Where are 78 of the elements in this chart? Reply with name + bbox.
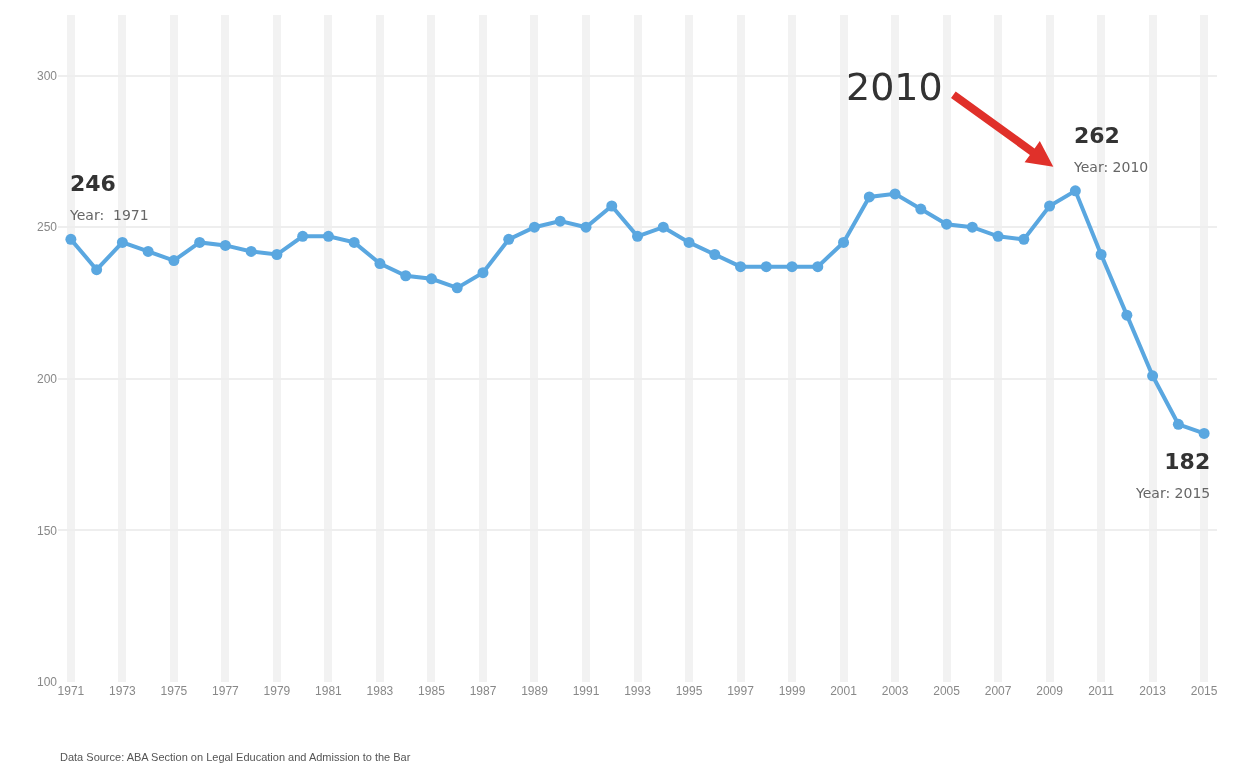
point — [966, 221, 978, 233]
point — [941, 218, 953, 230]
point — [1044, 200, 1056, 212]
x-tick-label: 1991 — [572, 684, 600, 698]
point — [91, 264, 103, 276]
point — [425, 273, 437, 285]
point — [322, 230, 334, 242]
y-tick-label: 100 — [36, 675, 58, 690]
point — [992, 230, 1004, 242]
x-tick-label: 2009 — [1036, 684, 1064, 698]
x-tick-label: 1987 — [469, 684, 497, 698]
point — [503, 233, 515, 245]
point — [477, 267, 489, 279]
x-tick-label: 2015 — [1190, 684, 1218, 698]
x-tick-label: 1993 — [624, 684, 652, 698]
source-note: Data Source: ABA Section on Legal Education and Admission to the Bar — [60, 751, 411, 763]
point — [838, 236, 850, 248]
point — [580, 221, 592, 233]
y-tick-label: 250 — [36, 220, 58, 235]
point — [65, 233, 77, 245]
point — [400, 270, 412, 282]
point — [889, 188, 901, 200]
point — [1198, 427, 1210, 439]
point — [271, 249, 283, 261]
point — [786, 261, 798, 273]
x-tick-label: 2007 — [984, 684, 1012, 698]
point — [245, 245, 257, 257]
annotation: 2010 — [846, 65, 943, 109]
point — [915, 203, 927, 215]
x-tick-label: 1997 — [727, 684, 755, 698]
y-tick-label: 150 — [36, 523, 58, 538]
point — [554, 215, 566, 227]
point — [528, 221, 540, 233]
point — [735, 261, 747, 273]
point — [116, 236, 128, 248]
x-tick-label: 2013 — [1139, 684, 1167, 698]
point — [683, 236, 695, 248]
point — [297, 230, 309, 242]
point — [1147, 370, 1159, 382]
point — [863, 191, 875, 203]
point — [709, 249, 721, 261]
x-tick-label: 1985 — [418, 684, 446, 698]
x-tick-label: 1999 — [778, 684, 806, 698]
annotation: 262 Year: 2010 — [1073, 123, 1149, 175]
point — [1121, 309, 1133, 321]
point — [1095, 249, 1107, 261]
x-tick-label: 1975 — [160, 684, 188, 698]
x-tick-label: 2005 — [933, 684, 961, 698]
point — [168, 255, 180, 267]
point — [760, 261, 772, 273]
point — [812, 261, 824, 273]
point — [657, 221, 669, 233]
point — [1018, 233, 1030, 245]
x-tick-label: 1977 — [212, 684, 240, 698]
annotation: 182 Year: 2015 — [1135, 449, 1211, 501]
x-tick-label: 2011 — [1088, 684, 1115, 698]
x-tick-label: 1973 — [109, 684, 137, 698]
point — [374, 258, 386, 270]
point — [1069, 185, 1081, 197]
x-tick-label: 2003 — [881, 684, 909, 698]
x-tick-label: 1981 — [315, 684, 343, 698]
point — [348, 236, 360, 248]
x-tick-label: 2001 — [830, 684, 858, 698]
y-tick-label: 300 — [36, 68, 58, 83]
x-tick-label: 1995 — [675, 684, 703, 698]
point — [142, 245, 154, 257]
point — [451, 282, 463, 294]
x-tick-label: 1979 — [263, 684, 291, 698]
point — [194, 236, 206, 248]
point — [219, 239, 231, 251]
annotation: 246 Year: 1971 — [69, 171, 149, 223]
x-tick-label: 1983 — [366, 684, 394, 698]
point — [632, 230, 643, 242]
point — [1172, 418, 1184, 430]
point — [606, 200, 618, 212]
y-tick-label: 200 — [36, 372, 58, 387]
x-tick-label: 1989 — [521, 684, 549, 698]
x-tick-label: 1971 — [57, 684, 85, 698]
